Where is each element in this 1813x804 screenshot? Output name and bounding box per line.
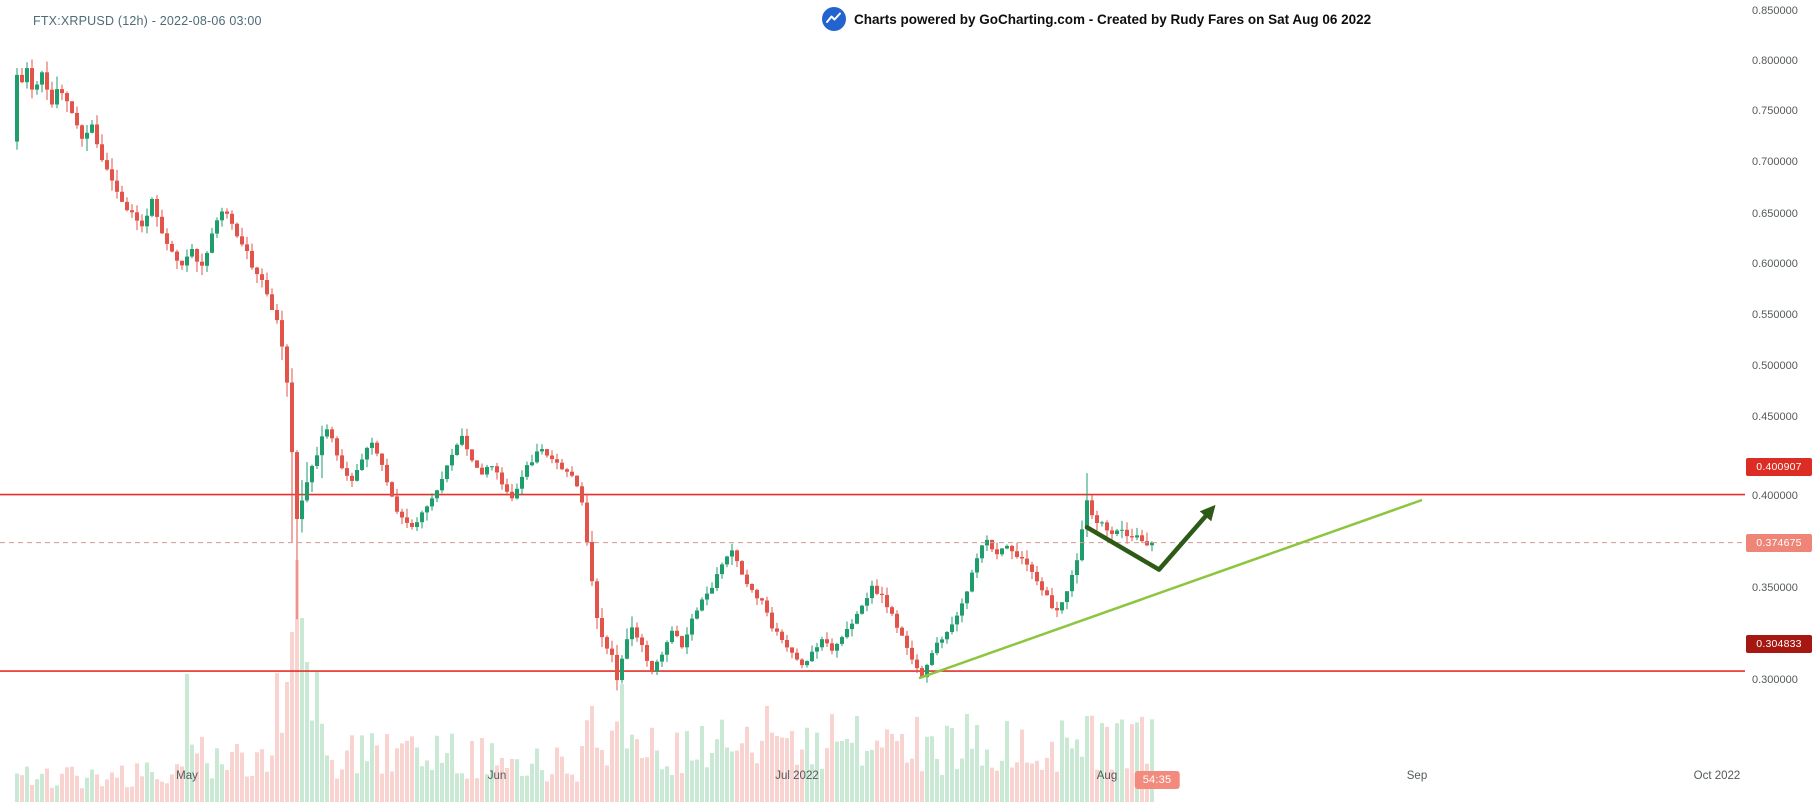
price-tick-label: 0.600000 [1752,257,1798,270]
price-tick-label: 0.650000 [1752,207,1798,220]
time-tick-label: Aug [1096,770,1118,782]
price-tick-label: 0.800000 [1752,54,1798,67]
support-resistance-lines[interactable] [0,493,1745,672]
volume-layer [15,560,1154,802]
trendline[interactable] [918,498,1423,680]
price-tick-label: 0.450000 [1752,410,1798,423]
candle-countdown-badge: 54:35 [1134,771,1180,789]
symbol-title: FTX:XRPUSD (12h) - 2022-08-06 03:00 [33,14,262,28]
price-tick-label: 0.500000 [1752,359,1798,372]
price-tick-label: 0.550000 [1752,308,1798,321]
price-tick-label: 0.350000 [1752,581,1798,594]
price-tick-label: 0.750000 [1752,104,1798,117]
time-tick-label: Sep [1406,770,1428,782]
gocharting-logo-icon [822,7,846,31]
price-tick-label: 0.300000 [1752,673,1798,686]
resistance-price-badge: 0.400907 [1746,458,1812,477]
price-tick-label: 0.850000 [1752,4,1798,17]
candle-layer [15,59,1154,691]
time-tick-label: Jun [487,770,507,782]
price-tick-label: 0.400000 [1752,489,1798,502]
attribution: Charts powered by GoCharting.com - Creat… [822,7,1371,31]
time-tick-label: Oct 2022 [1693,770,1741,782]
current-price-badge: 0.374675 [1746,534,1812,553]
projection-arrow[interactable] [1084,504,1216,572]
attribution-text: Charts powered by GoCharting.com - Creat… [854,11,1372,27]
support-price-badge: 0.304833 [1746,634,1812,653]
time-tick-label: Jul 2022 [775,770,819,782]
price-tick-label: 0.700000 [1752,155,1798,168]
time-tick-label: May [176,770,198,782]
